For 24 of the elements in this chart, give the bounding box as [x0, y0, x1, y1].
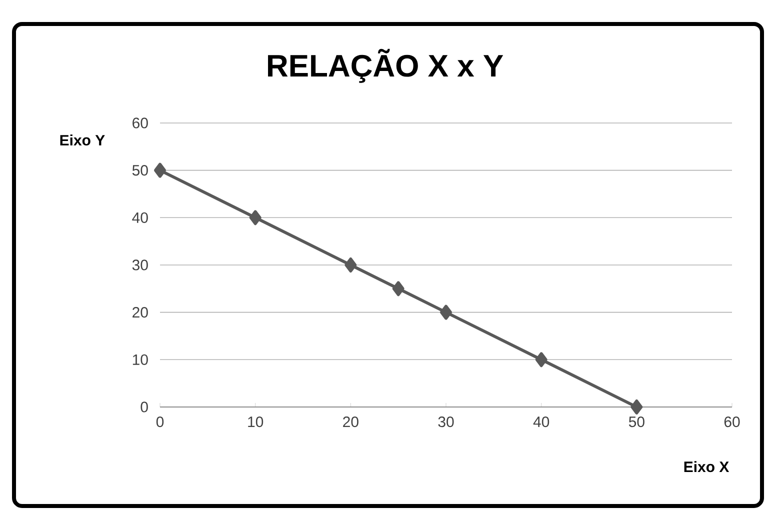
x-tick-label: 50 [628, 416, 644, 428]
y-tick-label: 40 [132, 212, 148, 223]
x-tick-label: 20 [343, 416, 358, 428]
point [344, 257, 357, 272]
x-tick-label: 40 [533, 416, 550, 428]
y-axis-title: Eixo Y [60, 134, 105, 146]
x-tick-label: 10 [248, 416, 264, 428]
point [392, 281, 404, 296]
point [154, 162, 166, 178]
x-tick-label: 30 [438, 416, 454, 428]
y-tick-label: 30 [132, 260, 148, 270]
point [440, 304, 452, 320]
y-tick-label: 20 [132, 307, 148, 318]
x-tick-label: 60 [724, 416, 740, 428]
y-tick-label: 60 [132, 118, 148, 128]
x-axis-title: Eixo X [684, 461, 730, 472]
y-tick-label: 50 [132, 165, 148, 176]
x-tick-label: 0 [156, 416, 164, 428]
point [249, 210, 262, 226]
point [535, 352, 548, 368]
y-tick-label: 0 [140, 402, 148, 412]
y-tick-label: 10 [132, 354, 148, 365]
point [630, 399, 643, 414]
chart-title: RELAÇÃO X x Y [268, 48, 504, 83]
